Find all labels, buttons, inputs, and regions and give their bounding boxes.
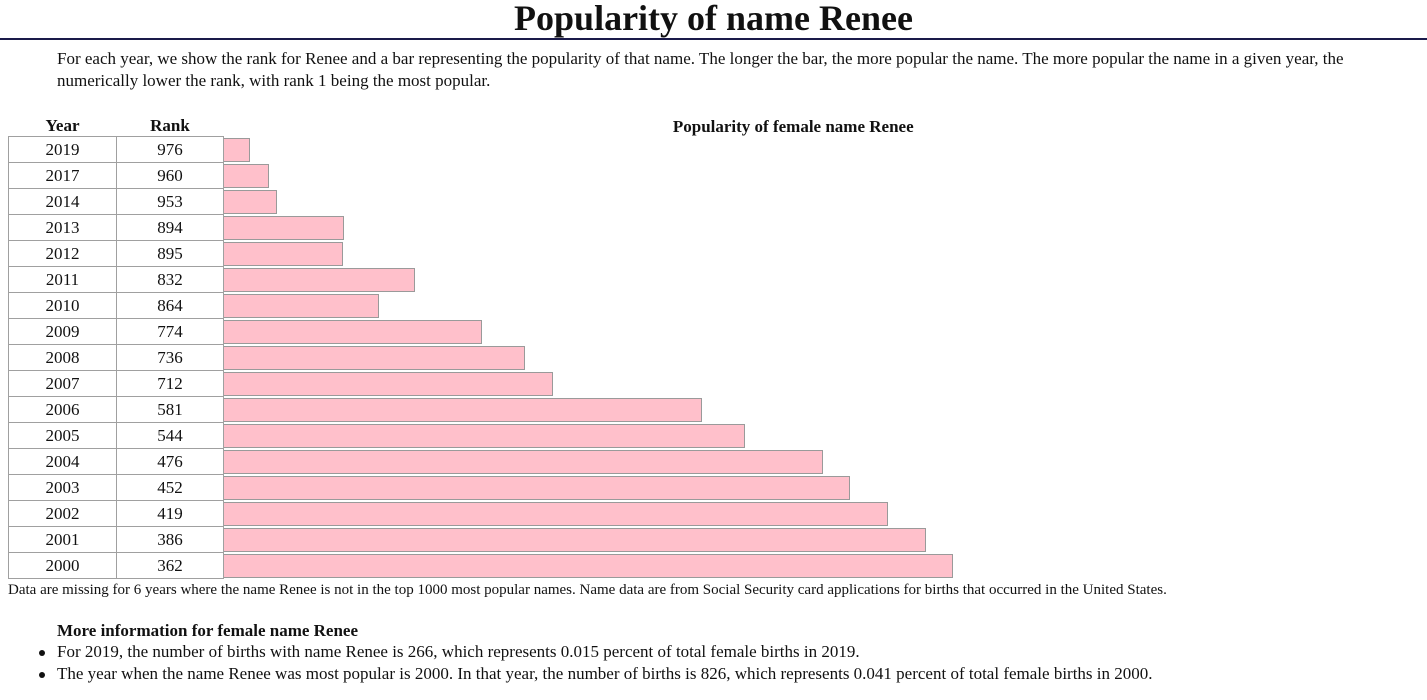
year-cell: 2005: [8, 422, 117, 449]
bar-cell: [223, 527, 1364, 553]
popularity-bar: [223, 293, 379, 318]
popularity-bar: [223, 241, 343, 266]
rank-cell: 953: [116, 188, 224, 215]
bar-cell: [223, 163, 1364, 189]
popularity-bar: [223, 189, 277, 214]
more-info-item: The year when the name Renee was most po…: [39, 664, 1153, 683]
popularity-bar: [223, 397, 702, 422]
year-cell: 2019: [8, 136, 117, 163]
bar-cell: [223, 215, 1364, 241]
rank-column-header: Rank: [150, 116, 190, 135]
popularity-bar: [223, 527, 926, 552]
popularity-bar: [223, 371, 553, 396]
more-info-title: More information for female name Renee: [57, 621, 359, 640]
chart-body: 2019 976 2017 960 2014 953 2013 894 2012 895 2011 8…: [8, 136, 1364, 579]
year-cell: 2002: [8, 500, 117, 527]
rank-cell: 452: [116, 474, 224, 501]
year-column-header: Year: [45, 116, 80, 135]
bar-cell: [223, 475, 1364, 501]
table-row: 2010 864: [8, 292, 1364, 319]
bar-cell: [223, 319, 1364, 345]
rank-cell: 419: [116, 500, 224, 527]
table-row: 2008 736: [8, 344, 1364, 371]
popularity-bar: [223, 163, 269, 188]
bar-cell: [223, 189, 1364, 215]
rank-cell: 581: [116, 396, 224, 423]
popularity-bar: [223, 553, 953, 578]
table-row: 2011 832: [8, 266, 1364, 293]
popularity-bar: [223, 319, 482, 344]
bar-cell: [223, 449, 1364, 475]
intro-text: For each year, we show the rank for Rene…: [57, 49, 1344, 90]
year-cell: 2011: [8, 266, 117, 293]
year-cell: 2004: [8, 448, 117, 475]
year-cell: 2006: [8, 396, 117, 423]
popularity-table: Year Rank Popularity of female name Rene…: [8, 110, 1364, 579]
table-row: 2009 774: [8, 318, 1364, 345]
rank-cell: 895: [116, 240, 224, 267]
page-title: Popularity of name Renee: [0, 0, 1427, 40]
popularity-bar: [223, 345, 525, 370]
rank-cell: 736: [116, 344, 224, 371]
year-cell: 2017: [8, 162, 117, 189]
more-info-list: For 2019, the number of births with name…: [39, 641, 1153, 685]
bar-cell: [223, 345, 1364, 371]
more-info-item: For 2019, the number of births with name…: [39, 641, 1153, 663]
year-cell: 2009: [8, 318, 117, 345]
popularity-bar: [223, 137, 250, 162]
year-cell: 2003: [8, 474, 117, 501]
bar-cell: [223, 137, 1364, 163]
table-row: 2012 895: [8, 240, 1364, 267]
bar-cell: [223, 397, 1364, 423]
popularity-bar: [223, 423, 745, 448]
table-row: 2001 386: [8, 526, 1364, 553]
year-cell: 2012: [8, 240, 117, 267]
rank-cell: 476: [116, 448, 224, 475]
bar-cell: [223, 423, 1364, 449]
table-row: 2004 476: [8, 448, 1364, 475]
rank-cell: 894: [116, 214, 224, 241]
popularity-bar: [223, 475, 850, 500]
table-row: 2014 953: [8, 188, 1364, 215]
footnote: Data are missing for 6 years where the n…: [8, 582, 1167, 598]
rank-cell: 976: [116, 136, 224, 163]
bar-cell: [223, 241, 1364, 267]
bar-cell: [223, 371, 1364, 397]
popularity-bar: [223, 215, 344, 240]
chart-title: Popularity of female name Renee: [672, 116, 914, 136]
rank-cell: 362: [116, 552, 224, 579]
year-cell: 2001: [8, 526, 117, 553]
table-row: 2005 544: [8, 422, 1364, 449]
year-cell: 2000: [8, 552, 117, 579]
table-row: 2017 960: [8, 162, 1364, 189]
table-row: 2003 452: [8, 474, 1364, 501]
table-row: 2000 362: [8, 552, 1364, 579]
rank-cell: 712: [116, 370, 224, 397]
year-cell: 2014: [8, 188, 117, 215]
popularity-bar: [223, 501, 888, 526]
table-row: 2019 976: [8, 136, 1364, 163]
rank-cell: 864: [116, 292, 224, 319]
bar-cell: [223, 553, 1364, 579]
table-row: 2007 712: [8, 370, 1364, 397]
year-cell: 2013: [8, 214, 117, 241]
table-row: 2013 894: [8, 214, 1364, 241]
year-cell: 2010: [8, 292, 117, 319]
bar-cell: [223, 501, 1364, 527]
year-cell: 2008: [8, 344, 117, 371]
rank-cell: 832: [116, 266, 224, 293]
rank-cell: 960: [116, 162, 224, 189]
popularity-bar: [223, 449, 823, 474]
rank-cell: 774: [116, 318, 224, 345]
bar-cell: [223, 267, 1364, 293]
bar-cell: [223, 293, 1364, 319]
year-cell: 2007: [8, 370, 117, 397]
popularity-bar: [223, 267, 415, 292]
table-row: 2002 419: [8, 500, 1364, 527]
rank-cell: 386: [116, 526, 224, 553]
table-row: 2006 581: [8, 396, 1364, 423]
rank-cell: 544: [116, 422, 224, 449]
